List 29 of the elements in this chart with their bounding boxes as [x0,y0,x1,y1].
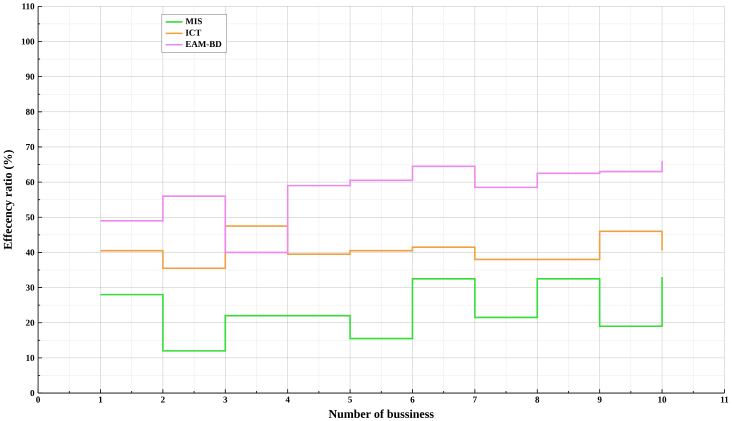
x-tick-label: 8 [535,396,540,402]
y-tick-label: 0 [30,390,34,396]
y-tick-label: 60 [26,178,34,185]
y-tick-label: 100 [22,38,34,44]
x-tick-label: 9 [598,396,602,402]
x-tick-label: 7 [473,396,477,402]
x-tick-label: 11 [720,396,728,402]
y-tick-label: 50 [26,214,34,220]
y-tick-label: 80 [26,108,34,115]
y-tick-label: 90 [26,73,34,80]
x-tick-label: 1 [98,396,102,402]
y-tick-label: 70 [26,144,34,150]
y-tick-label: 10 [26,354,34,361]
x-axis-title: Number of bussiness [328,409,434,418]
x-tick-label: 6 [410,396,414,402]
legend-label: ICT [186,30,202,36]
x-tick-label: 10 [658,396,666,402]
y-tick-label: 110 [22,3,34,10]
legend-label: EAM-BD [186,40,222,47]
x-tick-label: 3 [223,396,228,402]
x-tick-label: 5 [348,396,352,402]
y-tick-label: 40 [26,249,34,256]
legend-label: MIS [186,18,202,24]
y-tick-label: 30 [26,284,34,290]
x-tick-label: 2 [161,396,165,402]
x-tick-label: 0 [36,396,40,402]
y-tick-label: 20 [26,320,34,326]
y-axis-title: Effecency ratio (%) [3,150,14,250]
x-tick-label: 4 [286,396,290,402]
